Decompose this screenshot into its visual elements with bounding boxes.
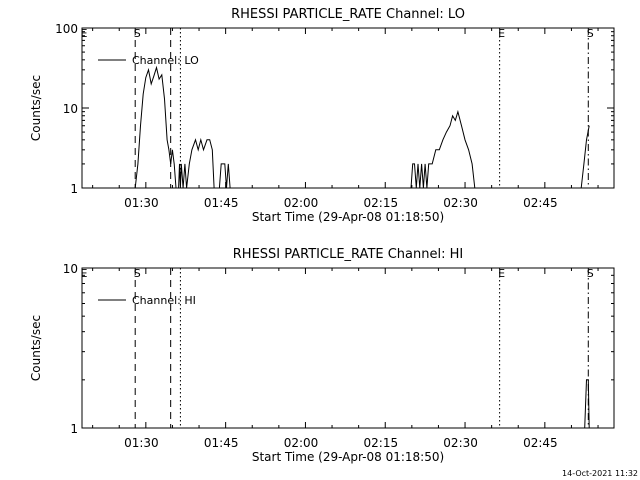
x-tick-label: 02:00 [284,436,319,450]
series-line [134,65,177,189]
chart-title: RHESSI PARTICLE_RATE Channel: HI [233,247,463,262]
marker-label: E [81,27,88,40]
series-line [218,163,232,189]
marker-label: S [587,27,594,40]
marker-label: E [498,267,505,280]
chart-panel-2: RHESSI PARTICLE_RATE Channel: HI Start Ti… [29,247,615,464]
marker-label: E [498,27,505,40]
x-tick-label: 02:30 [443,196,478,210]
plot-timestamp: 14-Oct-2021 11:32 [562,469,638,478]
x-tick-label: 02:45 [523,196,558,210]
y-axis-label: Counts/sec [29,315,43,381]
chart-panels: RHESSI PARTICLE_RATE Channel: LO Start Ti… [29,7,615,464]
marker-label: S [134,27,141,40]
chart-title: RHESSI PARTICLE_RATE Channel: LO [231,7,465,22]
x-tick-label: 01:30 [124,196,159,210]
marker-label: S [587,267,594,280]
x-tick-label: 01:45 [204,436,239,450]
y-tick-label: 1 [70,422,78,436]
y-axis-label: Counts/sec [29,75,43,141]
marker-label: S [134,267,141,280]
series-line [580,125,590,189]
series-line [410,109,476,189]
y-tick-label: 1 [70,182,78,196]
x-tick-label: 01:30 [124,436,159,450]
y-tick-label: 10 [63,102,78,116]
x-axis-label: Start Time (29-Apr-08 01:18:50) [252,210,444,224]
series-line [584,379,590,429]
chart-panel-1: RHESSI PARTICLE_RATE Channel: LO Start Ti… [29,7,615,224]
x-tick-label: 02:15 [364,196,399,210]
marker-label: E [81,267,88,280]
y-tick-label: 10 [63,262,78,276]
x-tick-label: 02:15 [364,436,399,450]
x-tick-label: 02:45 [523,436,558,450]
x-tick-label: 01:45 [204,196,239,210]
x-tick-label: 02:00 [284,196,319,210]
legend-label: Channel: HI [132,294,196,307]
series-line [178,137,215,189]
x-axis-label: Start Time (29-Apr-08 01:18:50) [252,450,444,464]
y-tick-label: 100 [55,22,78,36]
x-tick-label: 02:30 [443,436,478,450]
legend-label: Channel: LO [132,54,199,67]
